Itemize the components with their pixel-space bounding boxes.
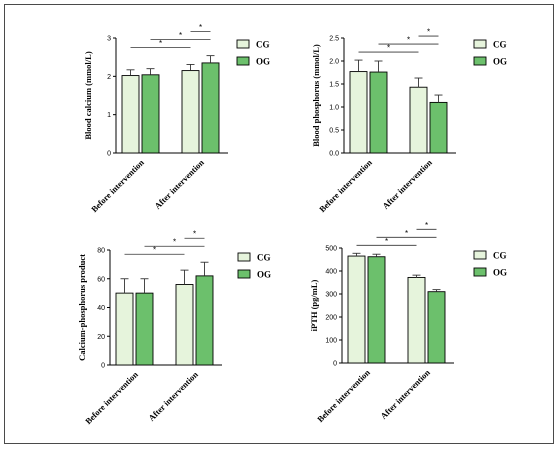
y-tick-label: 400 xyxy=(325,269,337,276)
y-tick-label: 0 xyxy=(333,361,337,368)
significance-marker: * xyxy=(173,238,176,247)
bar-og-after xyxy=(201,62,220,154)
y-tick-label: 20 xyxy=(97,334,105,341)
category-label: Before intervention xyxy=(315,367,372,424)
y-tick-label: 0 xyxy=(101,363,105,370)
y-tick-label: 300 xyxy=(325,292,337,299)
significance-marker: * xyxy=(425,221,428,230)
bar-og-before xyxy=(369,71,388,154)
bar-og-before xyxy=(141,74,160,154)
y-tick-label: 1.5 xyxy=(329,82,339,89)
legend-label-og: OG xyxy=(257,270,271,280)
legend-swatch-og xyxy=(473,56,487,66)
legend-label-og: OG xyxy=(493,268,507,278)
significance-marker: * xyxy=(405,229,408,238)
legend-swatch-cg xyxy=(237,252,251,262)
y-tick-label: 0.5 xyxy=(329,128,339,135)
y-axis-label: Blood phosphorus (mmol/L) xyxy=(311,44,321,147)
category-label: Before intervention xyxy=(317,157,374,214)
y-tick-label: 40 xyxy=(97,305,105,312)
y-tick-label: 500 xyxy=(325,246,337,253)
bar-cg-before xyxy=(115,292,134,366)
legend-label-cg: CG xyxy=(257,253,271,263)
y-axis-label: iPTH (pg/mL) xyxy=(309,279,319,331)
legend-label-cg: CG xyxy=(256,40,270,50)
bar-cg-after xyxy=(409,86,428,154)
y-tick-label: 0.0 xyxy=(329,151,339,158)
bar-cg-before xyxy=(121,75,140,154)
y-tick-label: 2.5 xyxy=(329,36,339,43)
significance-marker: * xyxy=(407,36,410,45)
chart-panel-4: 0 100 200 300 400 500 iPTH (pg/mL) Before inter… xyxy=(309,221,507,424)
y-axis-label: Blood calcium (mmol/L) xyxy=(83,51,93,139)
y-tick-label: 3 xyxy=(107,36,111,43)
category-label: After intervention xyxy=(380,157,434,211)
legend-swatch-cg xyxy=(473,250,487,260)
significance-marker: * xyxy=(385,237,388,246)
significance-marker: * xyxy=(199,23,202,32)
legend-swatch-og xyxy=(473,267,487,277)
legend-label-cg: CG xyxy=(493,251,507,261)
category-label: Before intervention xyxy=(89,157,146,214)
figure-frame xyxy=(4,4,554,444)
significance-marker: * xyxy=(179,31,182,40)
bar-cg-after xyxy=(181,70,200,154)
y-tick-label: 80 xyxy=(97,248,105,255)
chart-panel-3: 0 20 40 60 80 Calcium-phosphorus product Befor… xyxy=(77,230,271,427)
chart-panel-2: 0.0 0.5 1.0 1.5 2.0 2.5 Blood phosphorus (mmol… xyxy=(311,28,507,215)
bar-og-after xyxy=(195,275,214,366)
y-tick-label: 60 xyxy=(97,276,105,283)
y-tick-label: 1 xyxy=(107,112,111,119)
category-label: Before intervention xyxy=(83,369,140,426)
significance-marker: * xyxy=(159,39,162,48)
bar-cg-after xyxy=(407,276,426,364)
bar-cg-before xyxy=(349,71,368,154)
y-tick-label: 2.0 xyxy=(329,59,339,66)
significance-marker: * xyxy=(153,246,156,255)
legend-label-og: OG xyxy=(493,57,507,67)
y-tick-label: 100 xyxy=(325,338,337,345)
bar-og-after xyxy=(427,291,446,364)
y-tick-label: 200 xyxy=(325,315,337,322)
legend-swatch-og xyxy=(237,269,251,279)
category-label: After intervention xyxy=(152,157,206,211)
significance-marker: * xyxy=(387,44,390,53)
bar-cg-before xyxy=(347,255,366,364)
bar-og-before xyxy=(135,292,154,366)
y-tick-label: 2 xyxy=(107,74,111,81)
legend-label-og: OG xyxy=(256,57,270,67)
y-tick-label: 1.0 xyxy=(329,105,339,112)
bar-og-after xyxy=(429,101,448,154)
legend-swatch-cg xyxy=(236,39,250,49)
bar-cg-after xyxy=(175,284,194,366)
legend-label-cg: CG xyxy=(493,40,507,50)
significance-marker: * xyxy=(427,28,430,37)
bar-og-before xyxy=(367,256,386,364)
y-tick-label: 0 xyxy=(107,151,111,158)
category-label: After intervention xyxy=(146,369,200,423)
legend-swatch-og xyxy=(236,56,250,66)
category-label: After intervention xyxy=(378,367,432,421)
significance-marker: * xyxy=(193,230,196,239)
chart-panel-1: 0 1 2 3 Blood calcium (mmol/L) Before interve… xyxy=(83,23,270,214)
y-axis-label: Calcium-phosphorus product xyxy=(77,254,87,361)
legend-swatch-cg xyxy=(473,39,487,49)
